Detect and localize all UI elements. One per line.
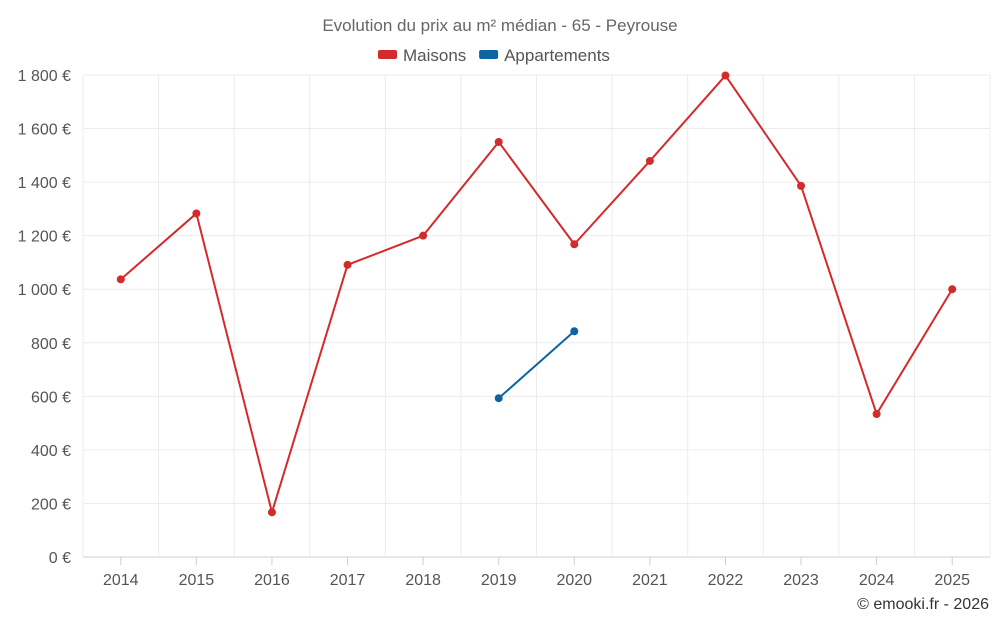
y-tick-label: 1 800 €: [18, 68, 71, 85]
x-axis: 2014 2015 2016 2017 2018 2019 2020 2021 2022 2023…: [103, 557, 970, 589]
y-tick-label: 1 400 €: [18, 175, 71, 192]
legend: Maisons Appartements: [378, 46, 610, 65]
data-point-maisons: [267, 508, 276, 517]
x-tick-label: 2018: [405, 572, 441, 589]
x-tick-label: 2014: [103, 572, 139, 589]
x-tick-label: 2016: [254, 572, 290, 589]
data-point-maisons: [116, 275, 125, 284]
y-tick-label: 200 €: [31, 496, 71, 513]
y-tick-label: 1 200 €: [18, 229, 71, 246]
legend-swatch-appartements: [479, 50, 499, 59]
x-tick-label: 2025: [934, 572, 970, 589]
series-layer: [116, 71, 957, 517]
data-point-maisons: [872, 410, 881, 419]
x-tick-label: 2017: [330, 572, 366, 589]
x-tick-label: 2022: [708, 572, 744, 589]
data-point-maisons: [419, 231, 428, 240]
y-axis: 0 € 200 € 400 € 600 € 800 € 1 000 € 1 200 € 1 4…: [18, 68, 71, 567]
y-tick-label: 1 600 €: [18, 122, 71, 139]
y-tick-label: 800 €: [31, 336, 71, 353]
x-tick-label: 2023: [783, 572, 819, 589]
y-tick-label: 0 €: [49, 550, 71, 567]
data-point-appartements: [494, 394, 503, 403]
x-tick-label: 2024: [859, 572, 895, 589]
series-line-appartements: [498, 330, 575, 399]
data-point-maisons: [645, 156, 654, 165]
data-point-maisons: [570, 240, 579, 249]
y-tick-label: 1 000 €: [18, 282, 71, 299]
data-point-appartements: [570, 327, 579, 336]
x-tick-label: 2021: [632, 572, 668, 589]
chart-title: Evolution du prix au m² médian - 65 - Pe…: [322, 16, 677, 35]
data-point-maisons: [343, 260, 352, 269]
data-point-maisons: [192, 209, 201, 218]
y-tick-label: 400 €: [31, 443, 71, 460]
legend-label-appartements: Appartements: [504, 46, 610, 65]
x-tick-label: 2020: [556, 572, 592, 589]
x-tick-label: 2019: [481, 572, 517, 589]
data-point-maisons: [797, 181, 806, 190]
credit-text: © emooki.fr - 2026: [857, 596, 989, 613]
x-tick-label: 2015: [179, 572, 215, 589]
gridlines: [82, 74, 991, 558]
y-tick-label: 600 €: [31, 389, 71, 406]
legend-swatch-maisons: [378, 50, 397, 59]
data-point-maisons: [494, 137, 503, 146]
data-point-maisons: [948, 285, 957, 294]
legend-label-maisons: Maisons: [403, 46, 466, 65]
data-point-maisons: [721, 71, 730, 80]
series-line-maisons: [120, 74, 954, 514]
